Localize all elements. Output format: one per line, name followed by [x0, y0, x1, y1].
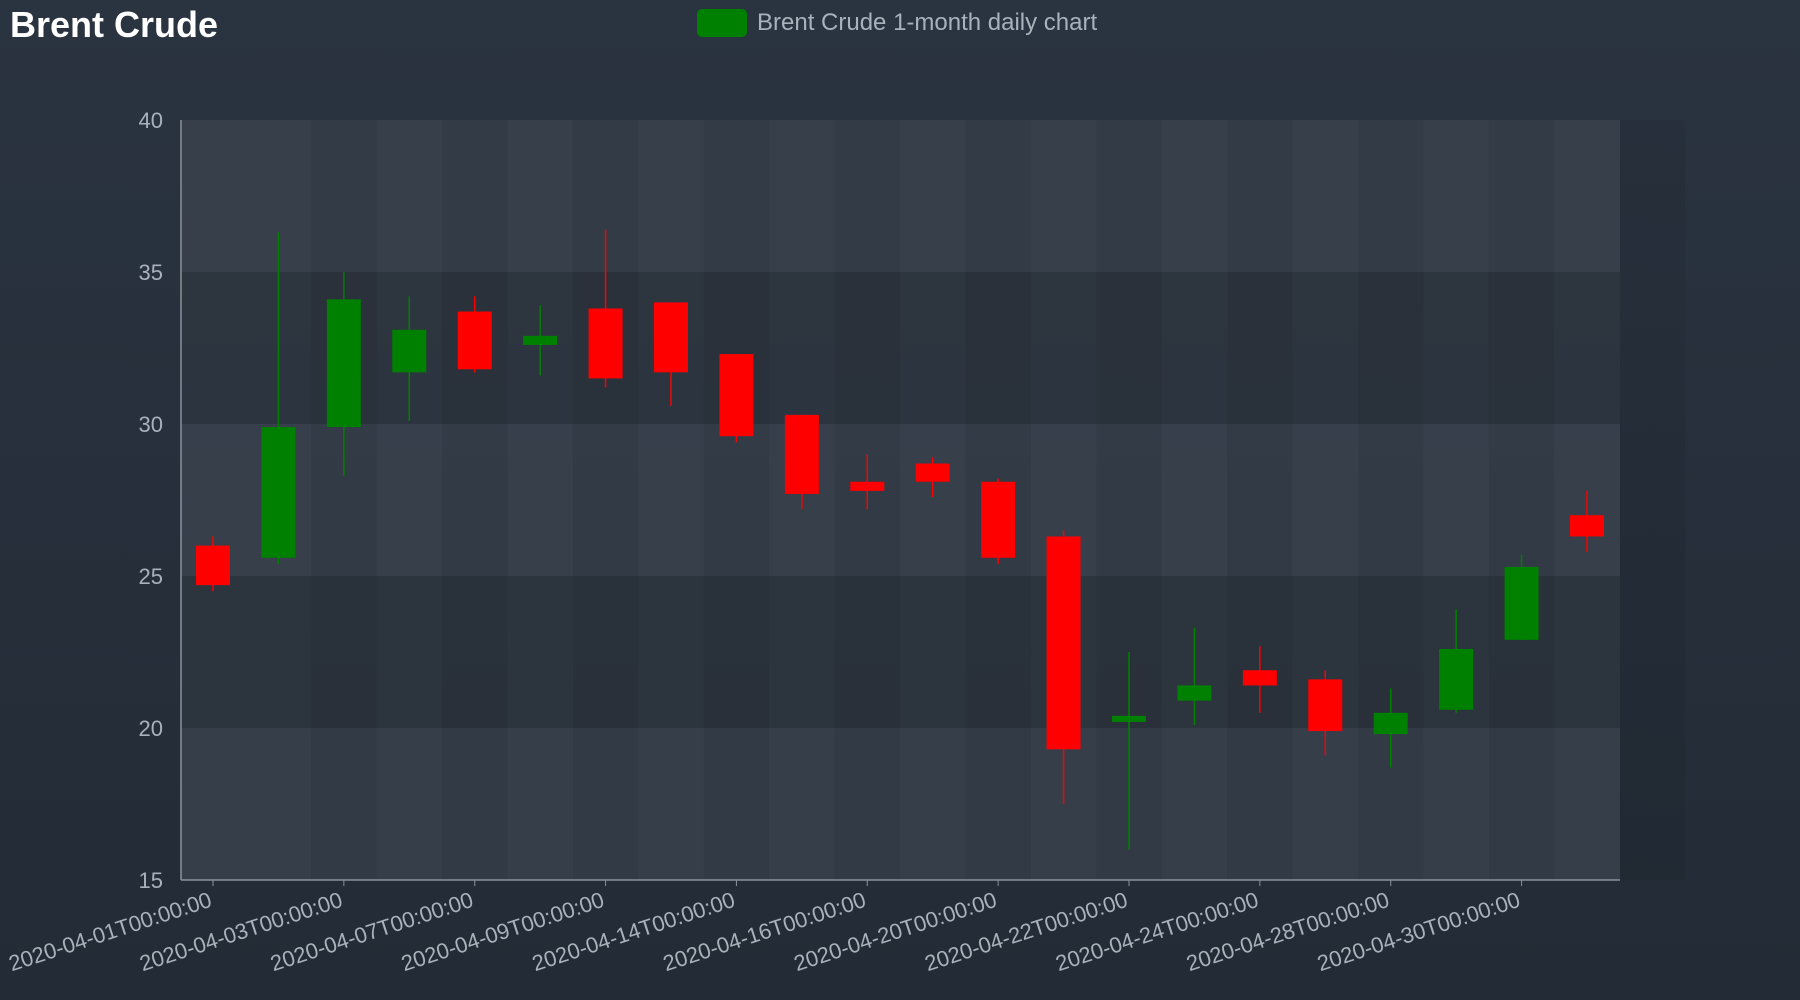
candle-body: [719, 354, 754, 437]
candle[interactable]: [654, 302, 688, 406]
x-axis-ticks: 2020-04-01T00:00:002020-04-03T00:00:0020…: [6, 880, 1523, 976]
candle-body: [654, 302, 688, 373]
plot-band: [181, 576, 1620, 728]
candle-body: [1177, 685, 1212, 701]
legend[interactable]: Brent Crude 1-month daily chart: [697, 9, 1097, 37]
y-tick-label: 35: [139, 260, 163, 285]
candle-body: [1373, 712, 1408, 735]
candle[interactable]: [196, 536, 230, 592]
y-tick-label: 40: [139, 108, 163, 133]
candle[interactable]: [784, 414, 819, 510]
candle[interactable]: [1308, 670, 1343, 756]
plot-column: [442, 120, 508, 880]
candle[interactable]: [1046, 530, 1081, 804]
candle-body: [1439, 648, 1474, 710]
y-tick-label: 20: [139, 716, 163, 741]
candle-body: [196, 545, 230, 586]
candle-body: [326, 299, 361, 428]
candle-body: [1504, 566, 1539, 640]
candle[interactable]: [1439, 609, 1474, 713]
candle[interactable]: [457, 296, 492, 373]
plot-column: [1227, 120, 1293, 880]
axes: [180, 120, 1620, 881]
candle-body: [392, 329, 427, 373]
candle-body: [1242, 670, 1277, 686]
candle-body: [588, 308, 623, 379]
plot-column: [311, 120, 377, 880]
candle[interactable]: [392, 296, 427, 421]
chart-title: Brent Crude: [10, 4, 219, 45]
candles: [196, 229, 1604, 850]
candle[interactable]: [588, 229, 623, 388]
legend-swatch: [697, 9, 747, 37]
candle-body: [261, 427, 296, 558]
plot-column: [1488, 120, 1555, 880]
candle-body: [1112, 715, 1146, 722]
candle[interactable]: [261, 232, 296, 564]
plot-band: [181, 728, 1620, 880]
candle[interactable]: [719, 354, 754, 443]
candle-body: [457, 311, 492, 370]
candle[interactable]: [1177, 627, 1212, 725]
candle[interactable]: [1570, 490, 1604, 552]
candle-body: [784, 414, 819, 494]
y-axis-ticks: 15 20 25 30 35 40: [139, 108, 163, 893]
y-tick-label: 15: [139, 868, 163, 893]
candle[interactable]: [981, 478, 1016, 564]
y-tick-label: 30: [139, 412, 163, 437]
candle[interactable]: [326, 272, 361, 476]
plot-column: [1619, 120, 1686, 880]
candle[interactable]: [523, 305, 558, 376]
candle[interactable]: [850, 454, 885, 510]
candle-body: [1046, 536, 1081, 750]
candle-body: [850, 481, 885, 491]
candle[interactable]: [1373, 688, 1408, 768]
candle-body: [523, 335, 558, 345]
candle-body: [1308, 679, 1343, 732]
candle-body: [915, 463, 950, 482]
candle[interactable]: [1504, 554, 1539, 640]
candle[interactable]: [1112, 652, 1146, 850]
candle-body: [981, 481, 1016, 558]
plot-column: [703, 120, 770, 880]
candle[interactable]: [1242, 645, 1277, 713]
plot-band: [181, 120, 1620, 272]
plot-band: [181, 424, 1620, 576]
candle[interactable]: [915, 457, 950, 497]
y-tick-label: 25: [139, 564, 163, 589]
legend-label: Brent Crude 1-month daily chart: [757, 9, 1098, 36]
candle-body: [1570, 515, 1604, 537]
plot-background: [181, 120, 1686, 880]
